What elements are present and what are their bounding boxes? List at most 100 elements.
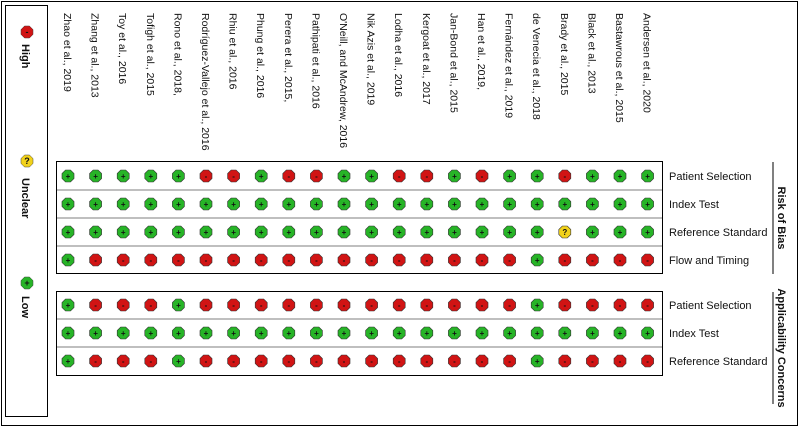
- cell-symbol: +: [314, 228, 319, 237]
- low-risk-icon: [448, 169, 461, 183]
- high-risk-icon: [475, 354, 489, 368]
- high-risk-icon: [503, 253, 516, 267]
- cell-symbol: -: [343, 301, 346, 310]
- cell-symbol: -: [398, 256, 401, 265]
- high-risk-icon: [337, 354, 351, 368]
- applicability-domain-label: Reference Standard: [669, 356, 767, 368]
- risk-of-bias-cell-low: +: [254, 169, 268, 183]
- cell-symbol: +: [645, 329, 650, 338]
- cell-symbol: -: [315, 301, 318, 310]
- cell-symbol: +: [424, 329, 429, 338]
- cell-symbol: +: [452, 172, 457, 181]
- legend-low-symbol: +: [24, 278, 29, 288]
- risk-of-bias-grid: [56, 161, 663, 274]
- study-label: Perera et al., 2015,: [282, 13, 294, 102]
- cell-symbol: -: [94, 301, 97, 310]
- applicability-cell-low: +: [530, 326, 544, 340]
- cell-symbol: +: [452, 228, 457, 237]
- cell-symbol: -: [508, 301, 511, 310]
- applicability-cell-high: -: [89, 298, 102, 312]
- high-risk-icon: [365, 354, 378, 368]
- low-risk-icon: [89, 225, 102, 239]
- cell-symbol: -: [122, 301, 125, 310]
- cell-symbol: -: [646, 301, 649, 310]
- low-risk-icon: [530, 225, 544, 239]
- applicability-cell-low: +: [503, 326, 516, 340]
- low-risk-icon: [337, 197, 351, 211]
- cell-symbol: -: [591, 357, 594, 366]
- low-risk-icon: [199, 225, 213, 239]
- applicability-title: Applicability Concerns: [775, 288, 787, 407]
- study-label: Rhiu et al., 2016: [227, 13, 239, 90]
- cell-symbol: +: [397, 200, 402, 209]
- applicability-grid: [56, 291, 663, 376]
- cell-symbol: +: [231, 228, 236, 237]
- risk-of-bias-cell-high: -: [282, 169, 296, 183]
- low-risk-icon: [392, 326, 406, 340]
- applicability-cell-low: +: [586, 326, 599, 340]
- cell-symbol: -: [619, 256, 622, 265]
- high-risk-icon: [475, 253, 489, 267]
- cell-symbol: -: [563, 301, 566, 310]
- risk-of-bias-cell-low: +: [61, 169, 75, 183]
- low-risk-icon: [282, 225, 296, 239]
- high-risk-icon: [172, 253, 185, 267]
- high-risk-icon: [503, 354, 516, 368]
- cell-symbol: +: [342, 200, 347, 209]
- high-risk-icon: [199, 253, 213, 267]
- cell-symbol: +: [369, 172, 374, 181]
- cell-symbol: +: [645, 228, 650, 237]
- cell-symbol: -: [205, 256, 208, 265]
- study-label: Andersen et al., 2020: [641, 13, 653, 113]
- cell-symbol: -: [122, 357, 125, 366]
- cell-symbol: +: [66, 301, 71, 310]
- low-risk-icon: [558, 326, 572, 340]
- cell-symbol: +: [204, 329, 209, 338]
- low-risk-icon: [586, 169, 599, 183]
- risk-of-bias-cell-low: +: [420, 225, 434, 239]
- risk-of-bias-cell-low: +: [530, 225, 544, 239]
- low-risk-icon: [282, 197, 296, 211]
- cell-symbol: -: [481, 172, 484, 181]
- applicability-domain-label: Index Test: [669, 328, 719, 340]
- low-risk-icon: [310, 225, 323, 239]
- risk-of-bias-cell-low: +: [310, 197, 323, 211]
- cell-symbol: -: [370, 357, 373, 366]
- study-label: Han et al., 2019,: [475, 13, 487, 90]
- cell-symbol: -: [646, 357, 649, 366]
- risk-of-bias-cell-low: +: [310, 225, 323, 239]
- cell-symbol: -: [508, 357, 511, 366]
- applicability-cell-high: -: [254, 354, 268, 368]
- risk-of-bias-cell-low: +: [448, 197, 461, 211]
- low-risk-icon: [61, 354, 75, 368]
- cell-symbol: +: [590, 200, 595, 209]
- cell-symbol: +: [535, 357, 540, 366]
- study-label: Bastawrous et al., 2015: [613, 13, 625, 123]
- applicability-cell-low: +: [337, 326, 351, 340]
- risk-of-bias-cell-high: -: [89, 253, 102, 267]
- low-risk-icon: [61, 225, 75, 239]
- cell-symbol: +: [480, 228, 485, 237]
- applicability-cell-high: -: [365, 354, 378, 368]
- cell-symbol: -: [232, 256, 235, 265]
- risk-of-bias-cell-low: +: [365, 225, 378, 239]
- applicability-cell-high: -: [475, 354, 489, 368]
- cell-symbol: -: [232, 172, 235, 181]
- cell-symbol: ?: [562, 228, 567, 237]
- applicability-cell-low: +: [613, 326, 627, 340]
- low-risk-icon: [227, 197, 240, 211]
- risk-of-bias-cell-low: +: [254, 225, 268, 239]
- cell-symbol: +: [452, 329, 457, 338]
- cell-symbol: -: [232, 301, 235, 310]
- cell-symbol: +: [507, 172, 512, 181]
- risk-of-bias-cell-low: +: [144, 197, 158, 211]
- high-risk-icon: [586, 253, 599, 267]
- risk-of-bias-cell-low: +: [337, 197, 351, 211]
- section-risk-of-bias: Risk of Bias: [772, 162, 787, 274]
- risk-of-bias-cell-low: +: [613, 225, 627, 239]
- high-risk-icon: [144, 298, 158, 312]
- legend-item-low: + Low: [19, 276, 34, 318]
- legend-unclear-label: Unclear: [19, 178, 31, 219]
- applicability-cell-high: -: [337, 298, 351, 312]
- risk-of-bias-cell-low: +: [172, 169, 185, 183]
